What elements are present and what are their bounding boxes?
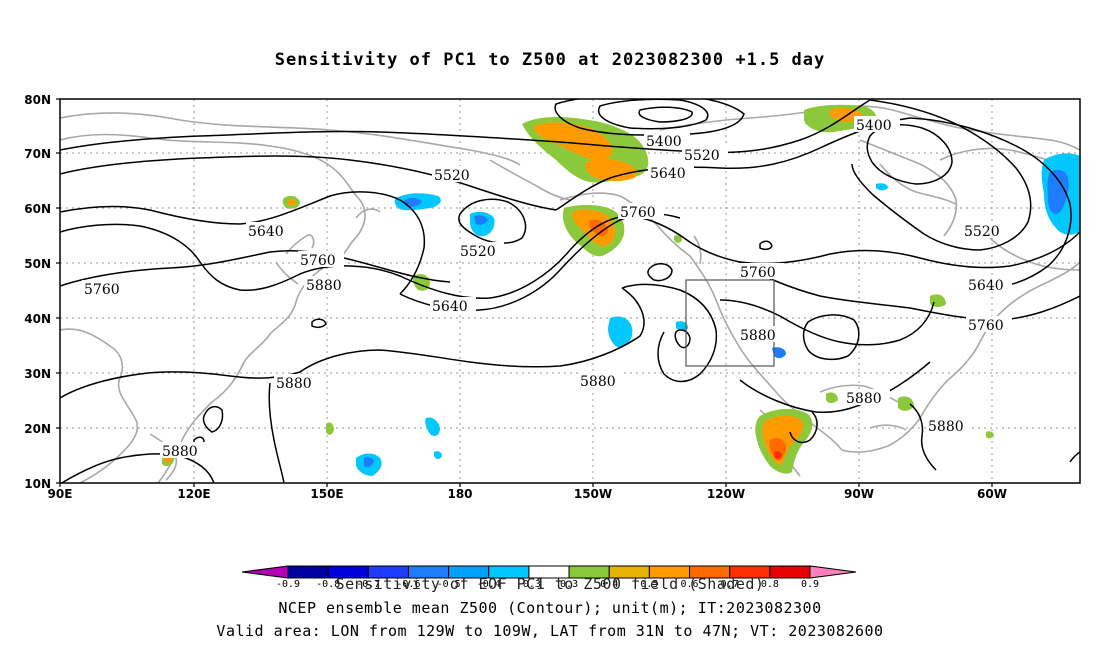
contour-label: 5520 [460, 244, 496, 260]
shade-red-central-america [774, 451, 782, 459]
z500-contours [60, 99, 1080, 483]
shade-blue-small-3 [876, 183, 888, 191]
lon-label: 120E [177, 487, 210, 501]
colorbar-tick-label: 0.8 [761, 579, 779, 590]
shade-orange-small-1 [288, 199, 296, 206]
lat-label: 80N [24, 93, 51, 107]
chart-title: Sensitivity of PC1 to Z500 at 2023082300… [274, 50, 826, 70]
contour-label: 5640 [650, 166, 686, 182]
contour-label: 5760 [620, 205, 656, 221]
lat-label: 40N [24, 312, 51, 326]
contour-label: 5640 [432, 299, 468, 315]
shade-green-small-8 [986, 431, 994, 439]
lon-label: 180 [447, 487, 472, 501]
plot-frame [59, 98, 1081, 484]
contour-label: 5520 [964, 224, 1000, 240]
tick-marks [56, 98, 993, 487]
shade-green-small-9 [674, 235, 682, 243]
footer-line-2: Valid area: LON from 129W to 109W, LAT f… [216, 622, 884, 640]
colorbar-tick-label: -0.5 [437, 579, 461, 590]
contour-label: 5880 [306, 278, 342, 294]
contour-label: 5760 [968, 318, 1004, 334]
footer-line-1: NCEP ensemble mean Z500 (Contour); unit(… [278, 599, 822, 617]
colorbar-cell [809, 565, 857, 579]
lat-label: 50N [24, 257, 51, 271]
contour-label: 5400 [856, 118, 892, 134]
shade-blue-small-2 [772, 347, 786, 359]
shade-blue-dateline-dark [474, 215, 488, 225]
legend-caption: Sensitivity of EOF PC1 to Z500 field (Sh… [335, 575, 765, 593]
valid-area-box [685, 279, 775, 367]
shade-blue-pacific-mid [608, 316, 633, 348]
colorbar-tick-label: 0.4 [600, 579, 618, 590]
contour-label: 5880 [162, 444, 198, 460]
colorbar: -0.9 -0.8 -0.7 -0.6 -0.5 -0.4 -0.3 0.3 0.4 0.5 0.6… [241, 565, 857, 590]
shade-green-small-5 [898, 396, 914, 411]
colorbar-tick-label: -0.3 [517, 579, 541, 590]
contour-label: 5520 [434, 168, 470, 184]
colorbar-tick-label: 0.3 [560, 579, 578, 590]
contour-label: 5400 [646, 134, 682, 150]
shade-green-small-7 [826, 392, 838, 403]
colorbar-tick-label: 0.5 [640, 579, 658, 590]
shade-orange-center-2 [585, 159, 637, 181]
colorbar-tick-label: 0.6 [681, 579, 699, 590]
lat-label: 10N [24, 477, 51, 491]
colorbar-tick-label: -0.4 [477, 579, 501, 590]
lat-label: 70N [24, 147, 51, 161]
colorbar-tick-label: -0.7 [356, 579, 380, 590]
shade-blue-pacific-small [676, 321, 688, 331]
lon-label: 120W [707, 487, 745, 501]
lon-label: 150W [574, 487, 612, 501]
contour-label: 5880 [928, 419, 964, 435]
shade-blue-west-pacific-dark [364, 457, 374, 467]
grid-lines [60, 99, 1080, 483]
lon-labels: 90E 120E 150E 180 150W 120W 90W 60W [48, 487, 1007, 501]
contour-label: 5760 [84, 282, 120, 298]
lat-label: 60N [24, 202, 51, 216]
contour-label: 5880 [580, 374, 616, 390]
shade-orange-top-center [534, 122, 613, 161]
contour-label: 5880 [846, 391, 882, 407]
colorbar-tick-label: -0.9 [276, 579, 300, 590]
contour-label: 5880 [740, 328, 776, 344]
colorbar-tick-label: -0.6 [396, 579, 420, 590]
colorbar-tick-label: 0.9 [801, 579, 819, 590]
lon-label: 60W [977, 487, 1007, 501]
contour-label: 5640 [968, 278, 1004, 294]
contour-label: 5760 [300, 253, 336, 269]
shade-blue-nw-pacific-dark [404, 197, 422, 207]
contour-labels: 5400 5400 5520 5520 5520 5520 5640 5640 … [82, 116, 1012, 460]
colorbar-tick-label: 0.7 [721, 579, 739, 590]
lat-label: 20N [24, 422, 51, 436]
shade-green-small-6 [326, 422, 334, 435]
lon-label: 150E [310, 487, 343, 501]
contour-label: 5640 [248, 224, 284, 240]
colorbar-tick-label: -0.8 [316, 579, 340, 590]
shade-blue-east-dark [1047, 170, 1069, 215]
lat-labels: 80N 70N 60N 50N 40N 30N 20N 10N [24, 93, 51, 491]
contour-label: 5520 [684, 148, 720, 164]
contour-label: 5760 [740, 265, 776, 281]
lon-label: 90W [844, 487, 874, 501]
shade-blue-small-4 [434, 451, 442, 459]
lat-label: 30N [24, 367, 51, 381]
lon-label: 90E [48, 487, 73, 501]
contour-label: 5880 [276, 376, 312, 392]
shade-blue-small-1 [425, 417, 440, 436]
